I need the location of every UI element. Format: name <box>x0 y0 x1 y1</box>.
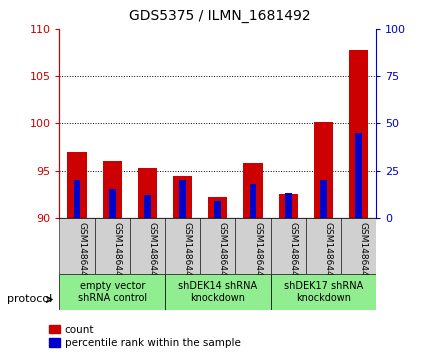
Text: GSM1486446: GSM1486446 <box>288 222 297 283</box>
Bar <box>173 176 192 218</box>
Bar <box>208 197 227 218</box>
Bar <box>285 193 292 218</box>
Bar <box>320 180 327 218</box>
Bar <box>73 180 81 218</box>
Bar <box>103 161 122 218</box>
Bar <box>109 189 116 218</box>
Bar <box>279 194 298 218</box>
Bar <box>243 163 263 218</box>
Bar <box>306 218 341 274</box>
Text: GDS5375 / ILMN_1681492: GDS5375 / ILMN_1681492 <box>129 9 311 23</box>
Bar <box>249 184 257 218</box>
Bar <box>214 201 221 218</box>
Text: empty vector
shRNA control: empty vector shRNA control <box>77 281 147 303</box>
Bar <box>271 218 306 274</box>
Bar <box>59 218 95 274</box>
Bar <box>67 152 87 218</box>
Text: GSM1486440: GSM1486440 <box>77 222 86 283</box>
Bar <box>355 133 362 218</box>
Bar <box>341 218 376 274</box>
Bar <box>165 274 271 310</box>
Text: GSM1486447: GSM1486447 <box>323 222 332 283</box>
Text: GSM1486445: GSM1486445 <box>253 222 262 283</box>
Bar <box>235 218 271 274</box>
Bar <box>165 218 200 274</box>
Text: shDEK14 shRNA
knockdown: shDEK14 shRNA knockdown <box>178 281 257 303</box>
Bar <box>144 195 151 218</box>
Bar <box>59 274 165 310</box>
Bar <box>95 218 130 274</box>
Bar <box>349 50 368 218</box>
Legend: count, percentile rank within the sample: count, percentile rank within the sample <box>49 325 241 348</box>
Bar <box>130 218 165 274</box>
Text: GSM1486448: GSM1486448 <box>359 222 367 283</box>
Bar <box>179 180 186 218</box>
Text: protocol: protocol <box>7 294 52 305</box>
Bar <box>314 122 333 218</box>
Text: shDEK17 shRNA
knockdown: shDEK17 shRNA knockdown <box>284 281 363 303</box>
Bar <box>200 218 235 274</box>
Bar <box>271 274 376 310</box>
Text: GSM1486444: GSM1486444 <box>218 222 227 282</box>
Bar <box>138 168 157 218</box>
Text: GSM1486442: GSM1486442 <box>147 222 156 282</box>
Text: GSM1486443: GSM1486443 <box>183 222 191 283</box>
Text: GSM1486441: GSM1486441 <box>112 222 121 283</box>
